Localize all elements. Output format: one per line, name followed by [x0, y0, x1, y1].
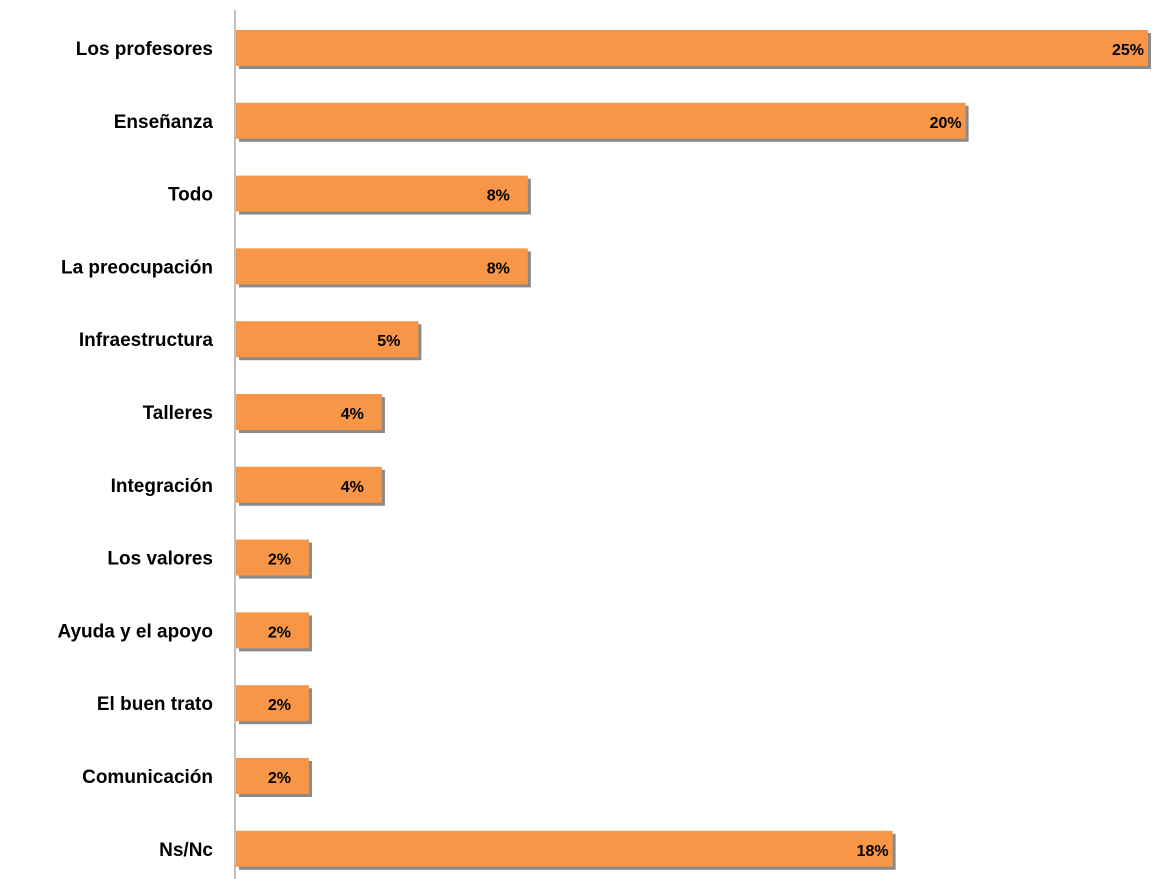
bar: [236, 30, 1148, 66]
bar: [236, 466, 382, 503]
bar: [236, 758, 309, 794]
category-label: El buen trato: [97, 694, 213, 715]
category-label: Enseñanza: [114, 112, 214, 133]
value-label: 20%: [930, 115, 962, 132]
category-label: Comunicación: [82, 767, 213, 788]
value-label: 2%: [268, 624, 291, 641]
value-label: 18%: [857, 843, 889, 860]
category-label: Ns/Nc: [159, 840, 213, 861]
bar: [236, 175, 528, 212]
category-label: Los profesores: [76, 39, 213, 60]
value-label: 4%: [341, 479, 364, 496]
value-label: 5%: [377, 333, 400, 350]
category-label: La preocupación: [61, 257, 213, 278]
bar: [236, 612, 309, 649]
value-label: 25%: [1112, 42, 1144, 59]
category-label: Talleres: [143, 403, 213, 424]
value-label: 2%: [268, 697, 291, 714]
value-label: 4%: [341, 406, 364, 423]
bar: [236, 394, 382, 430]
bar: [236, 685, 309, 722]
category-label: Los valores: [107, 549, 213, 570]
value-label: 8%: [487, 260, 510, 277]
bar: [236, 248, 528, 285]
value-label: 8%: [487, 188, 510, 205]
value-label: 2%: [268, 552, 291, 569]
category-label: Integración: [111, 476, 213, 497]
bar: [236, 102, 966, 139]
bar: [236, 830, 893, 867]
category-label: Ayuda y el apoyo: [57, 621, 213, 642]
category-label: Todo: [168, 185, 213, 206]
category-label: Infraestructura: [79, 330, 214, 351]
bar: [236, 539, 309, 576]
bar: [236, 321, 419, 358]
value-label: 2%: [268, 770, 291, 787]
